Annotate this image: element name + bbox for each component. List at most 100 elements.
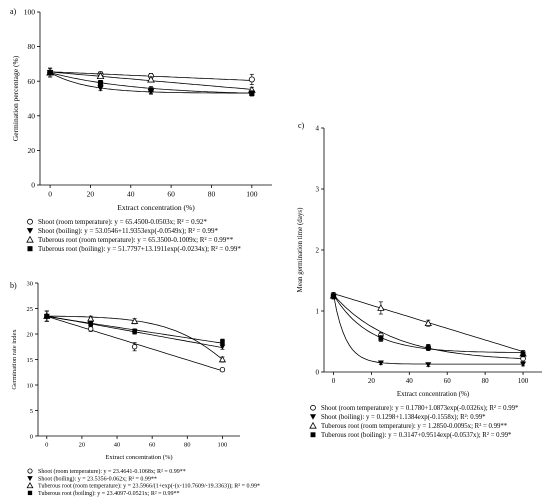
x-tick-label: 20 — [79, 442, 86, 449]
y-tick-label: 80 — [28, 42, 36, 51]
legend-text: Tuberous root (boiling): y = 0.3147+0.95… — [321, 432, 512, 439]
legend-series-name: Shoot (boiling) — [38, 475, 75, 482]
legend-separator: : — [362, 414, 366, 421]
y-tick-label: 20 — [27, 331, 34, 338]
legend-separator: : — [414, 423, 418, 430]
legend-entry: Tuberous root (boiling): y = 51.7797+13.… — [27, 245, 241, 253]
legend-series-name: Tuberous root (room temperature) — [38, 236, 134, 244]
y-tick-label: 15 — [27, 357, 34, 364]
legend-text: Tuberous root (room temperature): y = 65… — [38, 236, 234, 244]
x-axis-label: Extract concentration (%) — [397, 390, 470, 398]
legend-entry: Tuberous root (room temperature): y = 23… — [26, 482, 260, 490]
y-axis-label: Mean germination time (days) — [296, 207, 304, 293]
y-tick-label: 30 — [27, 280, 34, 287]
legend-series-name: Tuberous root (room temperature) — [38, 483, 120, 490]
legend-marker — [26, 235, 34, 243]
y-tick-label: 10 — [27, 382, 34, 389]
x-tick-label: 0 — [332, 377, 336, 385]
legend-equation: y = 0.1298+1.1384exp(-0.1558x); R²: 0.99… — [366, 414, 486, 421]
x-tick-label: 40 — [114, 442, 121, 449]
panel-label: b) — [10, 281, 17, 290]
data-point-series-1 — [219, 367, 226, 373]
data-point-series-4 — [88, 321, 93, 327]
x-tick-label: 80 — [184, 442, 191, 449]
y-tick-label: 0 — [31, 181, 35, 190]
legend-separator: : — [103, 245, 107, 253]
legend-separator: : — [81, 227, 85, 235]
data-point-series-3 — [377, 304, 385, 311]
x-axis-label: Extract concentration (%) — [117, 203, 195, 212]
data-point-series-4 — [97, 80, 104, 86]
x-tick-label: 60 — [149, 442, 156, 449]
data-point-series-2 — [97, 85, 104, 92]
data-point-series-1 — [248, 76, 255, 83]
data-point-series-4 — [425, 345, 431, 350]
panel-label: c) — [298, 121, 305, 130]
data-point-series-3 — [96, 71, 105, 80]
y-tick-label: 3 — [316, 185, 320, 193]
chart-panel-c: c) 0 20 40 60 80 100 0 1 2 3 4 Extract concentration… — [296, 121, 542, 439]
legend-marker — [27, 468, 33, 474]
y-tick-label: 25 — [27, 306, 34, 313]
legend-separator: : — [385, 432, 389, 439]
legend-text: Shoot (room temperature): y = 65.4500-0.… — [38, 218, 207, 226]
x-tick-label: 80 — [482, 377, 490, 385]
legend-marker — [310, 404, 316, 411]
legend-equation: y = 0.1780+1.0873exp(-0.0326x); R² = 0.9… — [395, 405, 519, 412]
legend-series-name: Shoot (boiling) — [38, 227, 81, 235]
x-tick-label: 100 — [518, 377, 529, 385]
x-tick-label: 40 — [127, 190, 135, 199]
data-point-series-4 — [331, 293, 336, 299]
legend-marker — [27, 490, 33, 496]
data-point-series-2 — [520, 361, 527, 368]
legend-separator: : — [100, 469, 103, 475]
data-point-series-4 — [132, 329, 137, 334]
legend-marker — [27, 476, 33, 482]
data-point-series-4 — [378, 336, 384, 341]
legend-series-name: Tuberous root (boiling) — [38, 245, 104, 253]
x-axis-label: Extract concentration (%) — [105, 454, 172, 461]
legend-marker — [26, 482, 34, 489]
y-tick-label: 60 — [28, 77, 36, 86]
x-tick-label: 20 — [87, 190, 95, 199]
data-point-series-2 — [219, 344, 226, 350]
legend-separator: : — [120, 484, 123, 490]
legend-marker — [26, 228, 34, 234]
fit-curve-series-2 — [333, 294, 523, 365]
data-point-series-1 — [131, 344, 138, 350]
legend-series-name: Shoot (boiling) — [321, 414, 362, 421]
x-tick-label: 0 — [45, 442, 48, 449]
legend-equation: y = 0.3147+0.9514exp(-0.0537x); R² = 0.9… — [388, 432, 512, 439]
data-point-series-3 — [218, 355, 227, 363]
x-tick-label: 100 — [246, 190, 258, 199]
data-point-series-2 — [377, 360, 384, 366]
legend-text: Shoot (room temperature): y = 23.4641-0.… — [38, 468, 186, 475]
y-tick-label: 20 — [28, 146, 36, 155]
legend-separator: : — [94, 491, 97, 497]
y-tick-label: 2 — [316, 246, 320, 254]
data-point-series-4 — [520, 351, 526, 357]
legend-marker — [310, 432, 316, 438]
legend-series-name: Shoot (room temperature) — [321, 405, 392, 412]
legend-equation: y = 65.3500-0.1009x; R² = 0.99** — [137, 236, 233, 244]
data-point-series-4 — [249, 90, 255, 96]
legend-equation: y = 23.5966/(1+exp(-(x-110.7609/-19.3363… — [123, 483, 260, 490]
data-point-series-1 — [87, 326, 94, 332]
legend-series-name: Shoot (room temperature) — [38, 218, 111, 226]
data-point-series-4 — [220, 339, 225, 344]
y-axis-label: Germination percentage (%) — [11, 55, 20, 141]
legend-equation: y = 53.0546+11.9353exp(-0.0549x); R² = 0… — [84, 227, 218, 235]
chart-panel-a: a) 0 20 40 60 80 100 0 20 40 60 80 100 Extract concen… — [10, 7, 272, 253]
legend-entry: Shoot (room temperature): y = 0.1780+1.0… — [310, 404, 519, 412]
legend-entry: Tuberous root (boiling): y = 0.3147+0.95… — [310, 432, 512, 439]
y-tick-label: 5 — [30, 408, 33, 415]
legend-equation: y = 23.4097-0.0521x; R² = 0.99** — [97, 491, 179, 497]
data-point-series-3 — [87, 314, 95, 322]
y-tick-label: 100 — [24, 8, 36, 17]
x-tick-label: 100 — [218, 442, 228, 449]
data-point-series-3 — [424, 319, 432, 327]
y-axis-label: Germination rate index — [11, 329, 18, 390]
x-tick-label: 80 — [208, 190, 216, 199]
legend-entry: Tuberous root (boiling): y = 23.4097-0.0… — [27, 490, 180, 497]
